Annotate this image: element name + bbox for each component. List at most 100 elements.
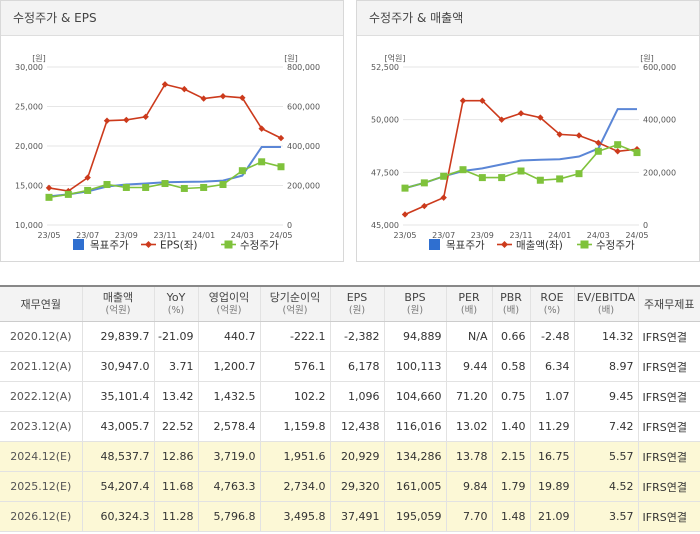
table-cell: 2026.12(E) [0, 501, 82, 532]
column-header-label: PBR [500, 291, 522, 304]
table-cell: 9.84 [445, 471, 492, 502]
table-cell: 3,495.8 [259, 501, 330, 532]
data-point [122, 183, 130, 191]
column-header: EV/EBITDA (배) [573, 285, 638, 322]
column-header-label: EPS [346, 291, 368, 304]
table-cell: 43,005.7 [81, 411, 154, 442]
data-point [142, 113, 149, 120]
data-point [258, 125, 265, 132]
table-header-row: 재무연월 매출액 (억원) YoY (%) 영업이익 (억원) 당기순이익 (억원) EPS (원)… [0, 285, 700, 322]
table-cell: 11.68 [153, 471, 198, 502]
table-cell: 5,796.8 [197, 501, 260, 532]
data-point [556, 175, 564, 183]
table-cell: 2,734.0 [259, 471, 330, 502]
table-cell: 30,947.0 [81, 351, 154, 382]
data-point [401, 211, 409, 218]
column-header-unit: (억원) [282, 305, 308, 316]
eps-chart: [원] [원] 10,000 15,000 20,000 25,000 30,000 0 200… [15, 54, 320, 252]
legend-label: 수정주가 [596, 240, 635, 252]
data-point [575, 170, 583, 178]
column-header-unit: (원) [348, 305, 366, 316]
table-cell: 3.57 [573, 501, 638, 532]
column-header: PER (배) [445, 285, 492, 322]
x-tick-label: 23/05 [393, 231, 416, 240]
table-cell: 2,578.4 [197, 411, 260, 442]
table-cell: 20,929 [329, 441, 384, 472]
table-cell: 6.34 [529, 351, 574, 382]
y-right-tick-label: 0 [643, 221, 648, 230]
legend-label: 목표주가 [90, 240, 129, 252]
data-point [536, 176, 544, 184]
table-cell: 104,660 [383, 381, 446, 412]
table-cell: 3,719.0 [197, 441, 260, 472]
y-right-tick-label: 0 [287, 221, 292, 230]
column-header: ROE (%) [529, 285, 574, 322]
data-point [575, 132, 583, 139]
column-header: 당기순이익 (억원) [259, 285, 330, 322]
column-header: BPS (원) [383, 285, 446, 322]
table-cell: 1,432.5 [197, 381, 260, 412]
data-point [420, 179, 428, 187]
table-cell: 7.42 [573, 411, 638, 442]
x-tick-label: 23/05 [37, 231, 60, 240]
y-right-tick-label: 600,000 [643, 63, 676, 72]
table-cell: 94,889 [383, 321, 446, 352]
table-cell: 11.29 [529, 411, 574, 442]
y-right-tick-label: 200,000 [643, 168, 676, 177]
data-point [219, 181, 227, 189]
table-cell: 13.42 [153, 381, 198, 412]
table-cell: 1,159.8 [259, 411, 330, 442]
data-point [440, 194, 447, 201]
data-point [258, 158, 266, 166]
data-point [401, 184, 409, 192]
table-cell: 13.02 [445, 411, 492, 442]
column-header: 재무연월 [0, 285, 82, 322]
column-header-unit: (배) [502, 305, 520, 316]
column-header-label: PER [458, 291, 480, 304]
data-point [200, 95, 207, 102]
table-cell: 9.44 [445, 351, 492, 382]
data-point [123, 116, 130, 124]
table-cell: 2022.12(A) [0, 381, 82, 412]
y-left-tick-label: 25,000 [15, 103, 43, 112]
table-cell: -2,382 [329, 321, 384, 352]
table-cell: N/A [445, 321, 492, 352]
column-header: 영업이익 (억원) [197, 285, 260, 322]
x-tick-label: 23/09 [471, 231, 494, 240]
table-cell: 71.20 [445, 381, 492, 412]
table-cell: 2023.12(A) [0, 411, 82, 442]
y-right-tick-label: 600,000 [287, 103, 320, 112]
table-cell: -2.48 [529, 321, 574, 352]
table-cell: 8.97 [573, 351, 638, 382]
table-cell: IFRS연결 [637, 381, 700, 412]
table-cell: -222.1 [259, 321, 330, 352]
y-left-tick-label: 45,000 [371, 221, 399, 230]
table-cell: 2021.12(A) [0, 351, 82, 382]
table-cell: 2024.12(E) [0, 441, 82, 472]
table-cell: 11.28 [153, 501, 198, 532]
data-point [103, 181, 111, 189]
table-cell: 102.2 [259, 381, 330, 412]
data-point [277, 134, 285, 142]
table-cell: 29,839.7 [81, 321, 154, 352]
table-row: 2021.12(A) 30,947.0 3.71 1,200.7 576.1 6,178 1… [0, 351, 700, 382]
table-row: 2025.12(E) 54,207.4 11.68 4,763.3 2,734.0 29,… [0, 471, 700, 502]
table-cell: 13.78 [445, 441, 492, 472]
x-tick-label: 23/11 [509, 231, 532, 240]
table-cell: 21.09 [529, 501, 574, 532]
data-point [142, 183, 150, 191]
table-cell: 116,016 [383, 411, 446, 442]
table-cell: 6,178 [329, 351, 384, 382]
table-cell: -21.09 [153, 321, 198, 352]
y-right-tick-label: 200,000 [287, 182, 320, 191]
table-cell: 2020.12(A) [0, 321, 82, 352]
column-header-label: EV/EBITDA [576, 291, 636, 304]
y-left-tick-label: 15,000 [15, 182, 43, 191]
x-tick-label: 24/05 [625, 231, 648, 240]
table-cell: 100,113 [383, 351, 446, 382]
data-point [498, 174, 506, 182]
x-tick-label: 23/07 [432, 231, 455, 240]
table-row: 2022.12(A) 35,101.4 13.42 1,432.5 102.2 1,096… [0, 381, 700, 412]
table-cell: 12,438 [329, 411, 384, 442]
table-cell: 12.86 [153, 441, 198, 472]
